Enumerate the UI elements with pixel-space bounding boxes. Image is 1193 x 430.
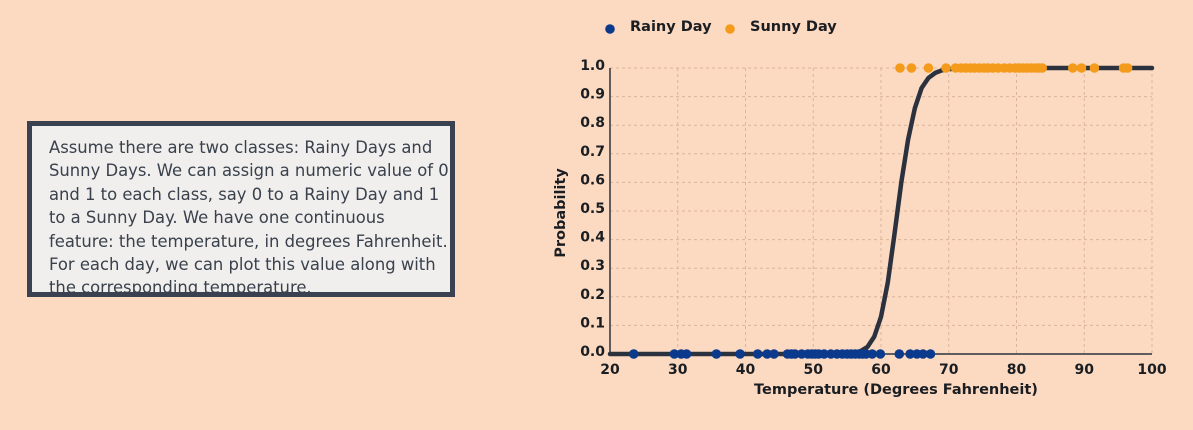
y-tick-label: 0.5 bbox=[580, 201, 605, 217]
x-tick-label: 60 bbox=[871, 362, 891, 378]
rainy-day-point bbox=[628, 349, 639, 359]
rainy-day-point bbox=[925, 349, 936, 359]
sunny-day-point bbox=[1037, 63, 1048, 73]
x-tick-label: 90 bbox=[1075, 362, 1095, 378]
y-tick-label: 0.1 bbox=[580, 315, 605, 331]
y-tick-label: 0.4 bbox=[580, 230, 605, 246]
description-box: Assume there are two classes: Rainy Days… bbox=[27, 121, 455, 297]
x-axis-label: Temperature (Degrees Fahrenheit) bbox=[754, 382, 1038, 398]
sunny-day-point bbox=[1067, 63, 1078, 73]
grid bbox=[610, 67, 1153, 354]
rainy-day-legend-label: Rainy Day bbox=[630, 19, 712, 35]
y-tick-label: 0.3 bbox=[580, 258, 605, 274]
legend: Rainy Day Sunny Day bbox=[605, 19, 837, 35]
x-tick-label: 40 bbox=[736, 362, 756, 378]
rainy-day-point bbox=[711, 349, 722, 359]
rainy-day-legend-marker bbox=[605, 24, 615, 34]
x-tick-label: 100 bbox=[1137, 362, 1166, 378]
rainy-day-point bbox=[875, 349, 886, 359]
y-tick-label: 0.2 bbox=[580, 287, 605, 303]
rainy-day-point bbox=[894, 349, 905, 359]
rainy-day-point bbox=[905, 349, 915, 359]
rainy-day-point bbox=[681, 349, 692, 359]
y-tick-label: 0.6 bbox=[580, 172, 605, 188]
sunny-day-point bbox=[941, 63, 951, 73]
description-text: Assume there are two classes: Rainy Days… bbox=[49, 138, 449, 298]
sunny-day-legend-label: Sunny Day bbox=[750, 19, 837, 35]
y-tick-label: 0.9 bbox=[580, 87, 605, 103]
rainy-day-point bbox=[819, 349, 829, 359]
x-tick-label: 30 bbox=[668, 362, 688, 378]
sunny-day-point bbox=[895, 63, 905, 73]
sunny-day-point bbox=[1076, 63, 1087, 73]
sunny-day-point bbox=[923, 63, 934, 73]
points bbox=[628, 63, 1133, 359]
y-tick-label: 0.8 bbox=[580, 115, 605, 131]
rainy-day-point bbox=[769, 349, 779, 359]
y-tick-label: 1.0 bbox=[580, 58, 605, 74]
rainy-day-point bbox=[762, 349, 772, 359]
rainy-day-point bbox=[752, 349, 763, 359]
rainy-day-point bbox=[735, 349, 745, 359]
y-tick-label: 0.7 bbox=[580, 144, 605, 160]
x-tick-label: 20 bbox=[600, 362, 620, 378]
x-tick-label: 70 bbox=[939, 362, 959, 378]
x-tick-label: 80 bbox=[1007, 362, 1027, 378]
y-tick-label: 0.0 bbox=[580, 344, 605, 360]
ticks: 20 30 40 50 60 70 80 90 100 0.0 0.1 0.2 0.3 0.4 0.5 0.6… bbox=[580, 58, 1167, 378]
sunny-day-point bbox=[906, 63, 917, 73]
sunny-day-point bbox=[1089, 63, 1100, 73]
rainy-day-point bbox=[669, 349, 680, 359]
sunny-day-legend-marker bbox=[725, 24, 735, 34]
rainy-day-point bbox=[867, 349, 877, 359]
sunny-day-point bbox=[1122, 63, 1133, 73]
rainy-day-point bbox=[790, 349, 800, 359]
x-tick-label: 50 bbox=[804, 362, 824, 378]
rainy-day-point bbox=[918, 349, 928, 359]
y-axis-label: Probability bbox=[553, 168, 569, 258]
